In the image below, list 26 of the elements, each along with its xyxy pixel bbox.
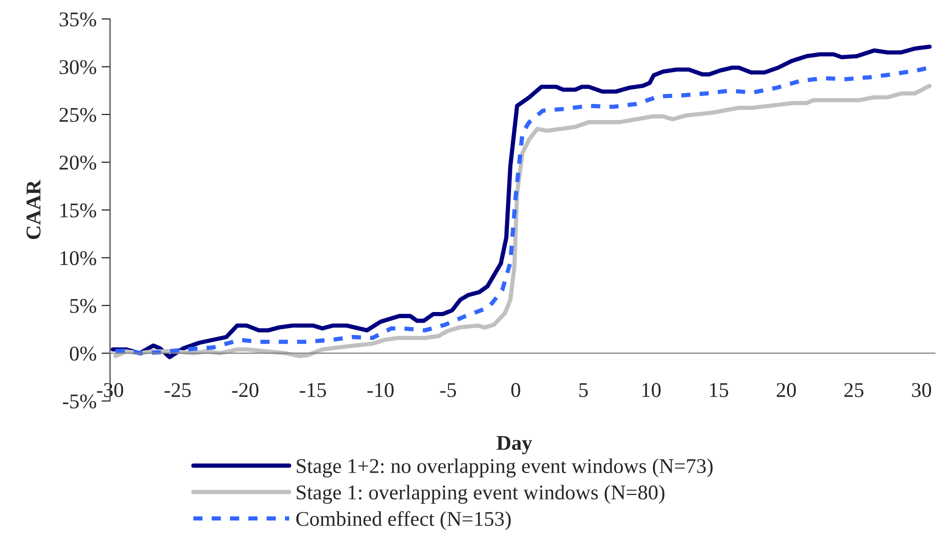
x-tick-label: -15: [300, 383, 326, 398]
legend-label: Stage 1: overlapping event windows (N=80): [296, 484, 664, 504]
x-tick-label: 25: [844, 383, 864, 398]
y-tick-label: 20%: [60, 156, 96, 170]
y-tick-label: -5%: [62, 394, 96, 408]
x-tick-label: 15: [710, 383, 728, 398]
y-tick-label: 0%: [70, 346, 96, 361]
y-tick-label: 35%: [60, 12, 96, 26]
y-tick-label: 10%: [60, 251, 96, 266]
x-tick-label: 0: [511, 383, 520, 398]
x-tick-label: -10: [367, 383, 394, 398]
y-axis-title: CAAR: [26, 180, 41, 240]
x-tick-label: -25: [164, 383, 191, 398]
y-tick-label: 25%: [60, 108, 96, 122]
y-tick-label: 5%: [70, 298, 96, 313]
y-tick-label: 15%: [60, 203, 96, 218]
x-tick-label: 10: [642, 383, 661, 398]
x-tick-label: -5: [440, 383, 456, 398]
legend-label: Combined effect (N=153): [296, 511, 511, 530]
x-axis-title: Day: [496, 436, 532, 454]
x-tick-label: 20: [776, 383, 796, 398]
x-tick-label: -20: [232, 383, 258, 398]
legend-label: Stage 1+2: no overlapping event windows (N=73): [296, 458, 713, 478]
y-tick-label: 30%: [60, 60, 96, 74]
x-tick-label: 30: [912, 383, 932, 398]
x-tick-label: 5: [579, 383, 588, 398]
